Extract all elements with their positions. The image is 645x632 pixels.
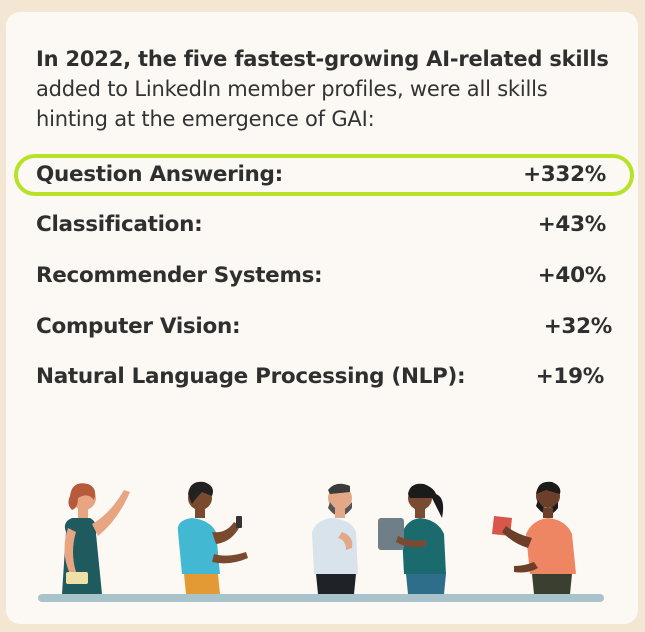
skill-row: Computer Vision: +32%: [36, 310, 612, 346]
highlight-oval: [14, 154, 634, 196]
person-bearded-man-icon: [312, 483, 358, 594]
skill-value: +19%: [535, 364, 605, 389]
ground-line: [38, 594, 604, 602]
skill-row: Recommender Systems: +40%: [36, 259, 606, 295]
intro-text: In 2022, the five fastest-growing AI-rel…: [36, 44, 616, 134]
skill-value: +43%: [537, 212, 607, 237]
person-woman-waving-icon: [62, 483, 130, 594]
skill-label: Classification:: [36, 212, 203, 237]
skill-row: Classification: +43%: [36, 208, 606, 244]
skill-row: Natural Language Processing (NLP): +19%: [36, 360, 604, 396]
skill-value: +332%: [523, 162, 606, 187]
skill-label: Recommender Systems:: [36, 263, 323, 288]
intro-bold: In 2022, the five fastest-growing AI-rel…: [36, 47, 609, 71]
person-phone-user-icon: [177, 481, 248, 594]
infographic-card: In 2022, the five fastest-growing AI-rel…: [6, 12, 638, 624]
skill-label: Question Answering:: [36, 162, 283, 187]
skill-value: +40%: [537, 263, 607, 288]
skill-value: +32%: [543, 314, 613, 339]
person-reading-man-icon: [492, 481, 576, 594]
skill-label: Computer Vision:: [36, 314, 241, 339]
skill-row: Question Answering: +332%: [36, 158, 606, 194]
person-tablet-woman-icon: [378, 483, 446, 594]
intro-rest: added to LinkedIn member profiles, were …: [36, 77, 548, 131]
people-illustration: [38, 481, 604, 602]
skill-label: Natural Language Processing (NLP):: [36, 364, 466, 389]
